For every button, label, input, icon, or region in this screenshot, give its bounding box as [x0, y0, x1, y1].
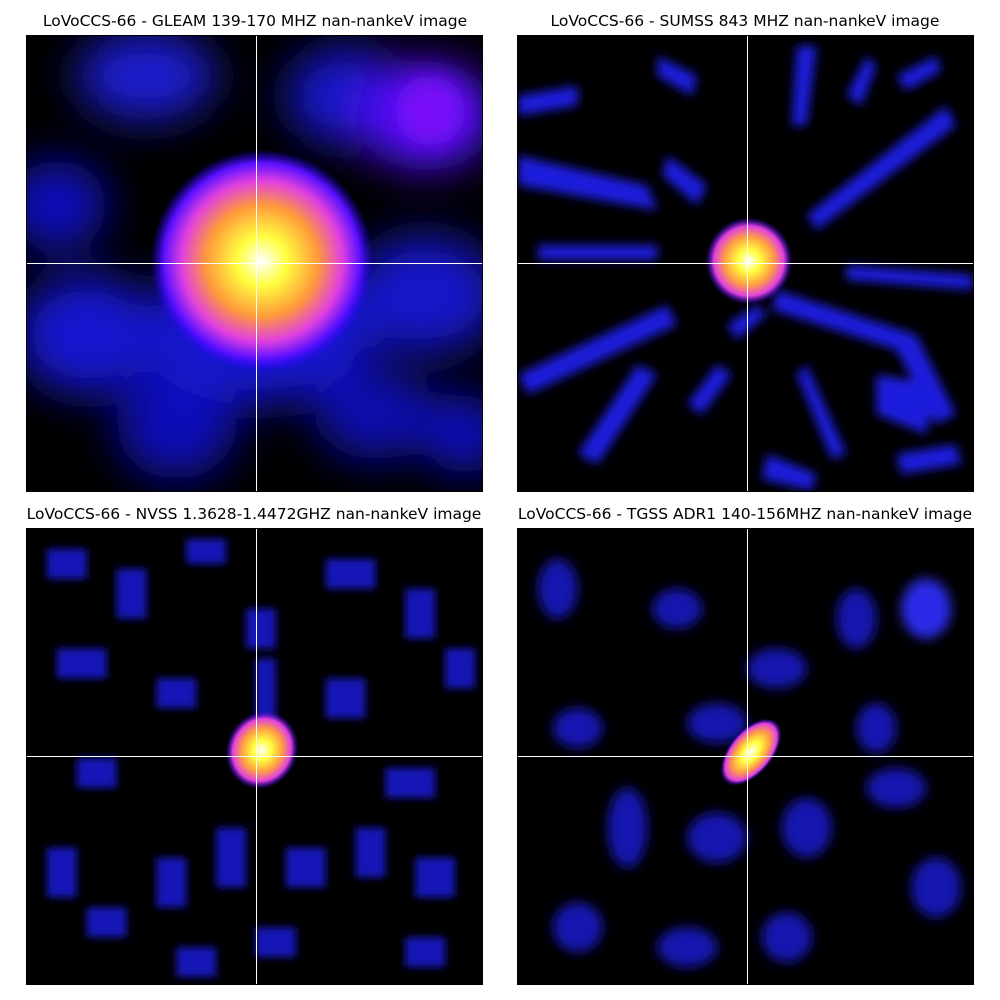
radio-image-tgss — [537, 558, 962, 968]
radio-image-nvss — [46, 538, 476, 978]
crosshair-vertical — [747, 36, 748, 491]
image-panel-gleam — [26, 35, 483, 492]
radio-image-sumss — [518, 45, 973, 491]
radio-image-gleam — [27, 36, 482, 480]
crosshair-horizontal — [27, 263, 482, 264]
image-panel-sumss — [517, 35, 974, 492]
crosshair-horizontal — [518, 756, 973, 757]
crosshair-horizontal — [27, 756, 482, 757]
crosshair-vertical — [256, 36, 257, 491]
panel-title-sumss: LoVoCCS-66 - SUMSS 843 MHZ nan-nankeV im… — [550, 12, 940, 30]
image-panel-nvss — [26, 528, 483, 985]
image-panel-tgss — [517, 528, 974, 985]
crosshair-vertical — [256, 529, 257, 984]
panel-title-nvss: LoVoCCS-66 - NVSS 1.3628-1.4472GHZ nan-n… — [26, 505, 482, 523]
crosshair-horizontal — [518, 263, 973, 264]
crosshair-vertical — [747, 529, 748, 984]
panel-title-gleam: LoVoCCS-66 - GLEAM 139-170 MHZ nan-nanke… — [42, 12, 468, 30]
panel-title-tgss: LoVoCCS-66 - TGSS ADR1 140-156MHZ nan-na… — [517, 505, 973, 523]
